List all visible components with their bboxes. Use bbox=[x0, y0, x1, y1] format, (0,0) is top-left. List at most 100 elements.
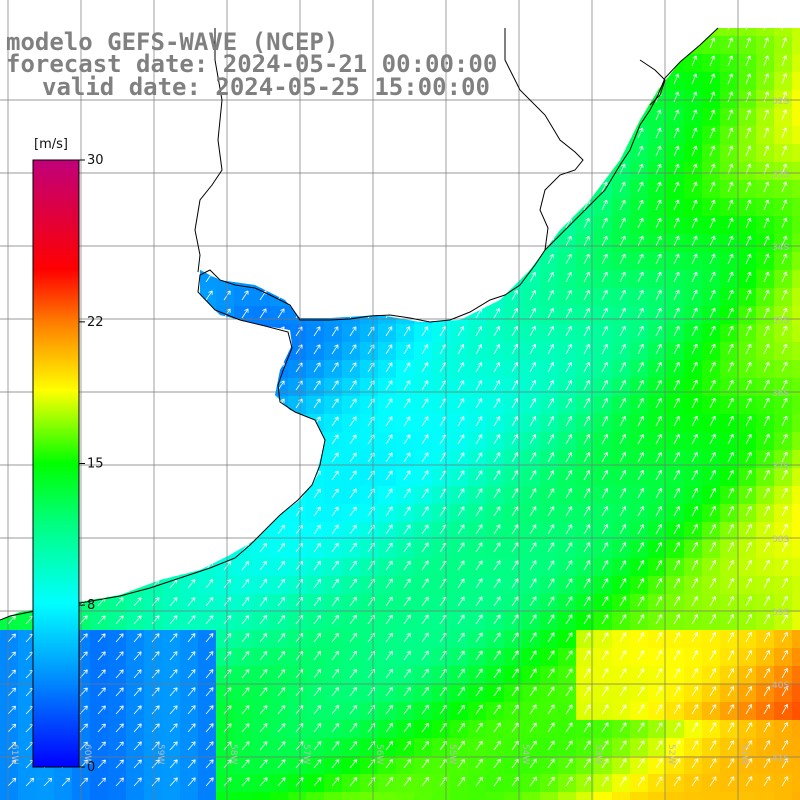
wind-speed-cell bbox=[774, 28, 793, 37]
wind-arrow bbox=[385, 596, 393, 607]
wind-speed-cell bbox=[234, 774, 253, 793]
wind-arrow bbox=[349, 759, 358, 769]
wind-speed-cell bbox=[756, 90, 775, 109]
wind-arrow bbox=[781, 722, 789, 733]
wind-arrow bbox=[547, 362, 554, 373]
wind-arrow bbox=[655, 686, 663, 697]
wind-arrow bbox=[241, 615, 250, 625]
wind-arrow bbox=[457, 326, 465, 337]
wind-speed-cell bbox=[108, 612, 127, 631]
wind-arrow bbox=[709, 379, 716, 391]
wind-arrow bbox=[601, 596, 609, 607]
wind-arrow bbox=[709, 668, 717, 679]
wind-speed-cell bbox=[18, 774, 37, 793]
wind-arrow bbox=[421, 344, 429, 355]
wind-speed-cell bbox=[198, 666, 217, 685]
wind-arrow bbox=[133, 597, 142, 607]
wind-arrow bbox=[493, 776, 501, 787]
wind-arrow bbox=[691, 127, 698, 139]
wind-arrow bbox=[349, 777, 358, 787]
wind-arrow bbox=[745, 163, 752, 175]
wind-speed-cell bbox=[396, 792, 415, 800]
wind-arrow bbox=[277, 777, 286, 787]
wind-arrow bbox=[727, 686, 735, 697]
wind-arrow bbox=[691, 217, 698, 229]
wind-arrow bbox=[529, 362, 536, 373]
wind-speed-cell bbox=[90, 720, 109, 739]
wind-arrow bbox=[601, 271, 608, 283]
wind-speed-cell bbox=[684, 792, 703, 800]
wind-arrow bbox=[691, 235, 698, 247]
wind-speed-cell bbox=[234, 684, 253, 703]
wind-arrow bbox=[763, 487, 770, 499]
wind-arrow bbox=[673, 181, 680, 193]
wind-arrow bbox=[241, 633, 250, 643]
wind-arrow bbox=[475, 326, 483, 337]
wind-arrow bbox=[61, 777, 70, 787]
wind-arrow bbox=[637, 686, 645, 697]
wind-arrow bbox=[511, 380, 519, 391]
wind-arrow bbox=[277, 669, 286, 679]
wind-arrow bbox=[277, 632, 286, 643]
wind-arrow bbox=[745, 776, 753, 787]
wind-arrow bbox=[637, 758, 645, 769]
wind-arrow bbox=[295, 542, 303, 553]
wind-speed-cell bbox=[612, 792, 631, 800]
wind-arrow bbox=[727, 307, 734, 319]
wind-speed-cell bbox=[792, 774, 800, 793]
wind-arrow bbox=[349, 686, 358, 697]
wind-arrow bbox=[691, 704, 699, 715]
wind-speed-cell bbox=[162, 774, 181, 793]
wind-arrow bbox=[349, 344, 357, 355]
wind-arrow bbox=[727, 109, 734, 121]
wind-speed-cell bbox=[216, 720, 235, 739]
wind-arrow bbox=[691, 487, 698, 499]
wind-arrow bbox=[223, 579, 232, 589]
wind-speed-cell bbox=[0, 702, 19, 721]
wind-arrow bbox=[403, 740, 412, 751]
wind-arrow bbox=[727, 578, 734, 589]
wind-arrow bbox=[727, 199, 734, 211]
wind-arrow bbox=[655, 704, 663, 715]
wind-arrow bbox=[673, 397, 680, 409]
wind-arrow bbox=[637, 560, 645, 571]
title-line-2: forecast date: 2024-05-21 00:00:00 bbox=[6, 50, 497, 78]
wind-arrow bbox=[763, 271, 770, 283]
wind-arrow bbox=[277, 560, 285, 571]
wind-arrow bbox=[781, 740, 789, 751]
wind-arrow bbox=[619, 434, 626, 445]
wind-arrow bbox=[277, 705, 286, 715]
wind-arrow bbox=[385, 416, 393, 427]
wind-arrow bbox=[403, 722, 411, 733]
wind-arrow bbox=[223, 651, 232, 661]
wind-arrow bbox=[511, 578, 519, 589]
wind-arrow bbox=[655, 109, 662, 121]
wind-arrow bbox=[637, 181, 644, 193]
wind-arrow bbox=[331, 668, 340, 679]
wind-arrow bbox=[637, 524, 645, 535]
wind-arrow bbox=[601, 542, 609, 553]
wind-arrow bbox=[637, 307, 644, 319]
wind-arrow bbox=[691, 632, 699, 643]
wind-arrow bbox=[655, 451, 662, 463]
wind-arrow bbox=[385, 326, 393, 337]
wind-speed-cell bbox=[36, 792, 55, 800]
wind-arrow bbox=[763, 199, 770, 211]
wind-arrow bbox=[619, 740, 627, 751]
wind-arrow bbox=[511, 704, 519, 715]
wind-speed-cell bbox=[270, 792, 289, 800]
wind-speed-cell bbox=[18, 792, 37, 800]
wind-arrow bbox=[781, 253, 788, 265]
wind-arrow bbox=[349, 434, 357, 445]
wind-arrow bbox=[781, 28, 787, 31]
wind-speed-cell bbox=[792, 702, 800, 721]
wind-arrow bbox=[763, 127, 770, 139]
wind-arrow bbox=[763, 668, 770, 679]
wind-arrow bbox=[421, 560, 429, 571]
wind-arrow bbox=[259, 578, 268, 589]
wind-arrow bbox=[601, 181, 608, 193]
wind-arrow bbox=[709, 542, 716, 553]
wind-speed-cell bbox=[108, 792, 127, 800]
wind-arrow bbox=[727, 145, 734, 157]
wind-arrow bbox=[583, 596, 591, 607]
